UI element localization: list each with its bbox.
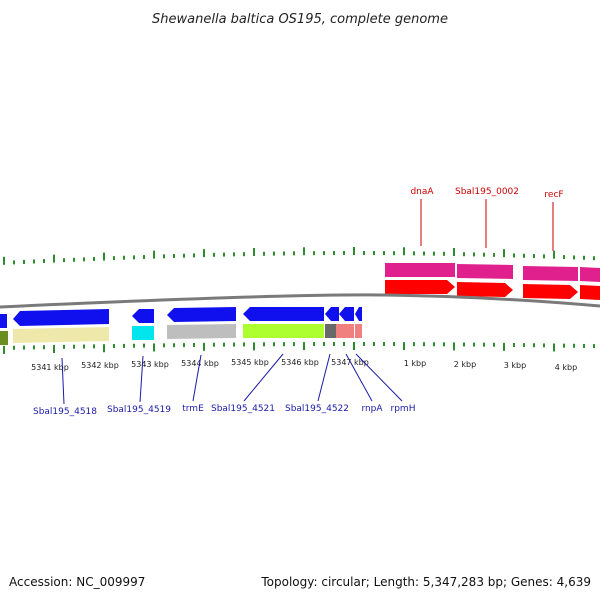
- rnpa-feature-band[interactable]: [336, 324, 354, 338]
- forward-gene-track: [385, 263, 600, 300]
- recf-feature-band[interactable]: [523, 266, 578, 281]
- axis-tick-label: 5341 kbp: [31, 363, 69, 372]
- gene-leader-line: [243, 353, 284, 402]
- axis-tick-label: 5345 kbp: [231, 358, 269, 367]
- gene-label[interactable]: Sbal195_0002: [455, 187, 519, 197]
- recf-gene-arrow[interactable]: [523, 284, 578, 299]
- gene-label-group: dnaA Sbal195_0002 recF Sbal195_4518 Sbal195_…: [33, 187, 564, 417]
- rpmh-feature-band[interactable]: [355, 324, 362, 338]
- axis-tick-label: 5342 kbp: [81, 361, 119, 370]
- dnaA-feature-band[interactable]: [385, 263, 455, 277]
- gene-label[interactable]: dnaA: [410, 187, 434, 197]
- gene-leader-line: [192, 354, 202, 402]
- genome-backbone: [0, 293, 600, 309]
- sbal195-0002-feature-band[interactable]: [457, 264, 513, 279]
- axis-tick-label: 3 kbp: [504, 361, 526, 370]
- gene-leader-line: [139, 355, 144, 403]
- edge-feature-band[interactable]: [0, 331, 8, 345]
- gene-label[interactable]: Sbal195_4518: [33, 407, 97, 417]
- trme-feature-band[interactable]: [167, 324, 236, 339]
- gene-label[interactable]: rpmH: [391, 404, 416, 414]
- gene-leader-line: [61, 357, 65, 405]
- reverse-gene-track: [0, 307, 362, 345]
- rnpa-gene-arrow[interactable]: [339, 307, 354, 321]
- dnaA-gene-arrow[interactable]: [385, 280, 455, 294]
- gene-label[interactable]: rnpA: [361, 404, 383, 414]
- inner-tick-track: [3, 342, 595, 354]
- sbal195-4518-gene-arrow[interactable]: [13, 309, 109, 326]
- axis-tick-label: 5346 kbp: [281, 358, 319, 367]
- axis-tick-label: 4 kbp: [555, 363, 577, 372]
- axis-tick-label: 2 kbp: [454, 360, 476, 369]
- sbal195-4522-feature-band[interactable]: [325, 324, 336, 338]
- gene-label[interactable]: Sbal195_4522: [285, 404, 349, 414]
- gene-leader-line: [345, 353, 373, 402]
- axis-tick-label: 5343 kbp: [131, 360, 169, 369]
- edge-gene-arrow[interactable]: [0, 314, 7, 328]
- sbal195-4519-feature-band[interactable]: [132, 326, 154, 340]
- trme-gene-arrow[interactable]: [167, 307, 236, 322]
- axis-tick-label: 5347 kbp: [331, 358, 369, 367]
- gene-label[interactable]: Sbal195_4519: [107, 405, 171, 415]
- axis-label-group: 5341 kbp 5342 kbp 5343 kbp 5344 kbp 5345 kbp…: [31, 358, 577, 372]
- axis-tick-label: 1 kbp: [404, 359, 426, 368]
- sbal195-0002-gene-arrow[interactable]: [457, 282, 513, 297]
- accession-text: Accession: NC_009997: [9, 575, 145, 589]
- sbal195-4519-gene-arrow[interactable]: [132, 309, 154, 323]
- gene-leader-line: [355, 353, 403, 402]
- map-title: Shewanella baltica OS195, complete genom…: [152, 12, 448, 27]
- sbal195-4521-gene-arrow[interactable]: [243, 307, 324, 321]
- sbal195-4522-gene-arrow[interactable]: [325, 307, 339, 321]
- outer-tick-track: [3, 247, 595, 265]
- gene-label[interactable]: Sbal195_4521: [211, 404, 275, 414]
- sbal195-4518-feature-band[interactable]: [13, 327, 109, 343]
- unnamed-gene-arrow[interactable]: [580, 285, 600, 300]
- gene-label[interactable]: trmE: [182, 404, 204, 414]
- rpmh-gene-arrow[interactable]: [355, 307, 362, 321]
- sbal195-4521-feature-band[interactable]: [243, 324, 324, 338]
- gene-leader-line: [317, 353, 331, 402]
- unnamed-feature-band[interactable]: [580, 267, 600, 282]
- genome-summary-text: Topology: circular; Length: 5,347,283 bp…: [260, 575, 591, 589]
- gene-label[interactable]: recF: [544, 190, 563, 200]
